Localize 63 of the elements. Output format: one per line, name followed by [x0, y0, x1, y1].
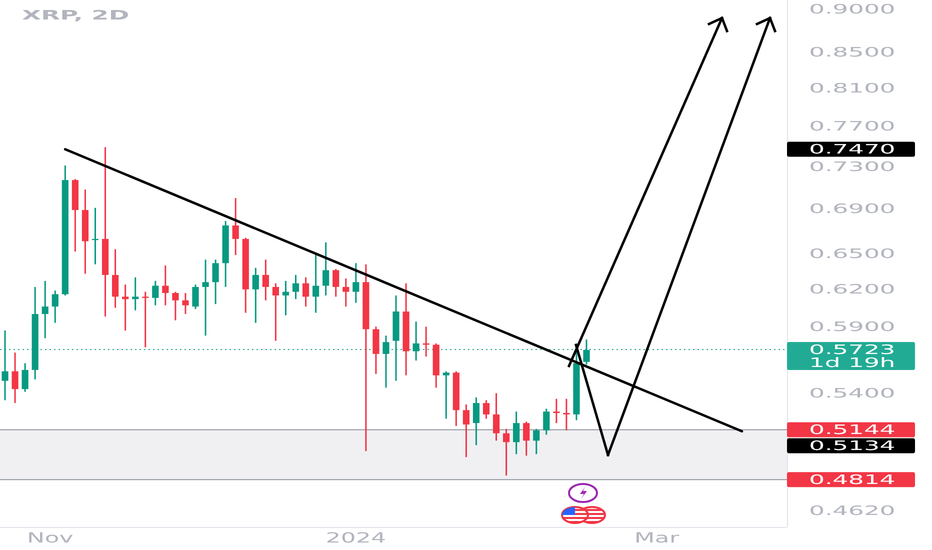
y-tick-label: 0.6200	[809, 282, 896, 297]
candlestick	[462, 404, 470, 458]
candlestick	[172, 291, 179, 322]
y-tick-label: 0.4620	[809, 502, 896, 518]
candlestick	[202, 258, 209, 336]
candlestick	[252, 267, 259, 324]
y-tick-label: 0.6500	[809, 246, 896, 262]
candlestick	[442, 370, 450, 420]
x-tick-label: Nov	[26, 530, 74, 546]
y-tick-label: 0.5400	[809, 386, 896, 401]
candlestick	[132, 276, 139, 312]
candlestick	[232, 197, 239, 256]
text: 0.5134	[809, 438, 896, 454]
y-tick-label: 0.5900	[809, 319, 896, 334]
candlestick	[212, 258, 219, 305]
candlestick	[583, 338, 590, 366]
ref-line-label: 0.4814	[809, 472, 896, 488]
candlestick	[533, 428, 540, 455]
candlestick	[282, 280, 290, 316]
candlestick	[162, 264, 169, 306]
candlestick	[513, 410, 520, 455]
candlestick	[563, 398, 570, 432]
candlestick	[382, 334, 390, 388]
candlestick	[182, 292, 189, 315]
candlestick	[352, 262, 360, 304]
candlestick	[312, 253, 320, 314]
candlestick	[342, 278, 350, 308]
candlestick	[22, 362, 28, 393]
candlestick	[112, 248, 119, 309]
candlestick	[262, 258, 269, 302]
y-tick-label: 0.8100	[809, 80, 896, 96]
candlestick	[272, 282, 279, 342]
text: XRP, 2D	[22, 7, 130, 23]
candlestick	[42, 280, 48, 339]
x-tick-label: 2024	[326, 530, 386, 546]
y-tick-label: 0.7700	[809, 118, 896, 134]
candlestick	[292, 274, 300, 300]
candlestick	[52, 290, 58, 324]
y-tick-label: 0.9000	[809, 2, 896, 17]
candlestick	[192, 284, 199, 310]
candlestick	[152, 280, 159, 306]
y-tick-label: 0.6900	[809, 201, 896, 216]
candlestick	[122, 284, 129, 332]
ref-line-label: 0.5723 1d 19h	[809, 342, 896, 370]
y-tick-label: 0.7300	[809, 158, 896, 174]
y-tick-label: 0.8500	[809, 44, 896, 60]
candlestick	[302, 276, 310, 308]
candlestick	[553, 398, 560, 424]
candlestick	[523, 420, 530, 456]
candlestick	[492, 392, 500, 442]
text: 0.7470	[809, 142, 896, 157]
candlestick	[2, 330, 8, 401]
ref-line-label: 0.5144	[809, 422, 896, 438]
candlestick	[502, 428, 510, 476]
candlestick	[482, 399, 490, 420]
candlestick	[412, 320, 420, 362]
candlestick	[472, 396, 480, 446]
candlestick	[332, 268, 340, 298]
candlestick	[12, 352, 18, 404]
candlestick	[543, 408, 550, 436]
x-tick-label: Mar	[634, 530, 680, 546]
candlestick	[322, 242, 330, 296]
candlestick	[142, 291, 149, 348]
